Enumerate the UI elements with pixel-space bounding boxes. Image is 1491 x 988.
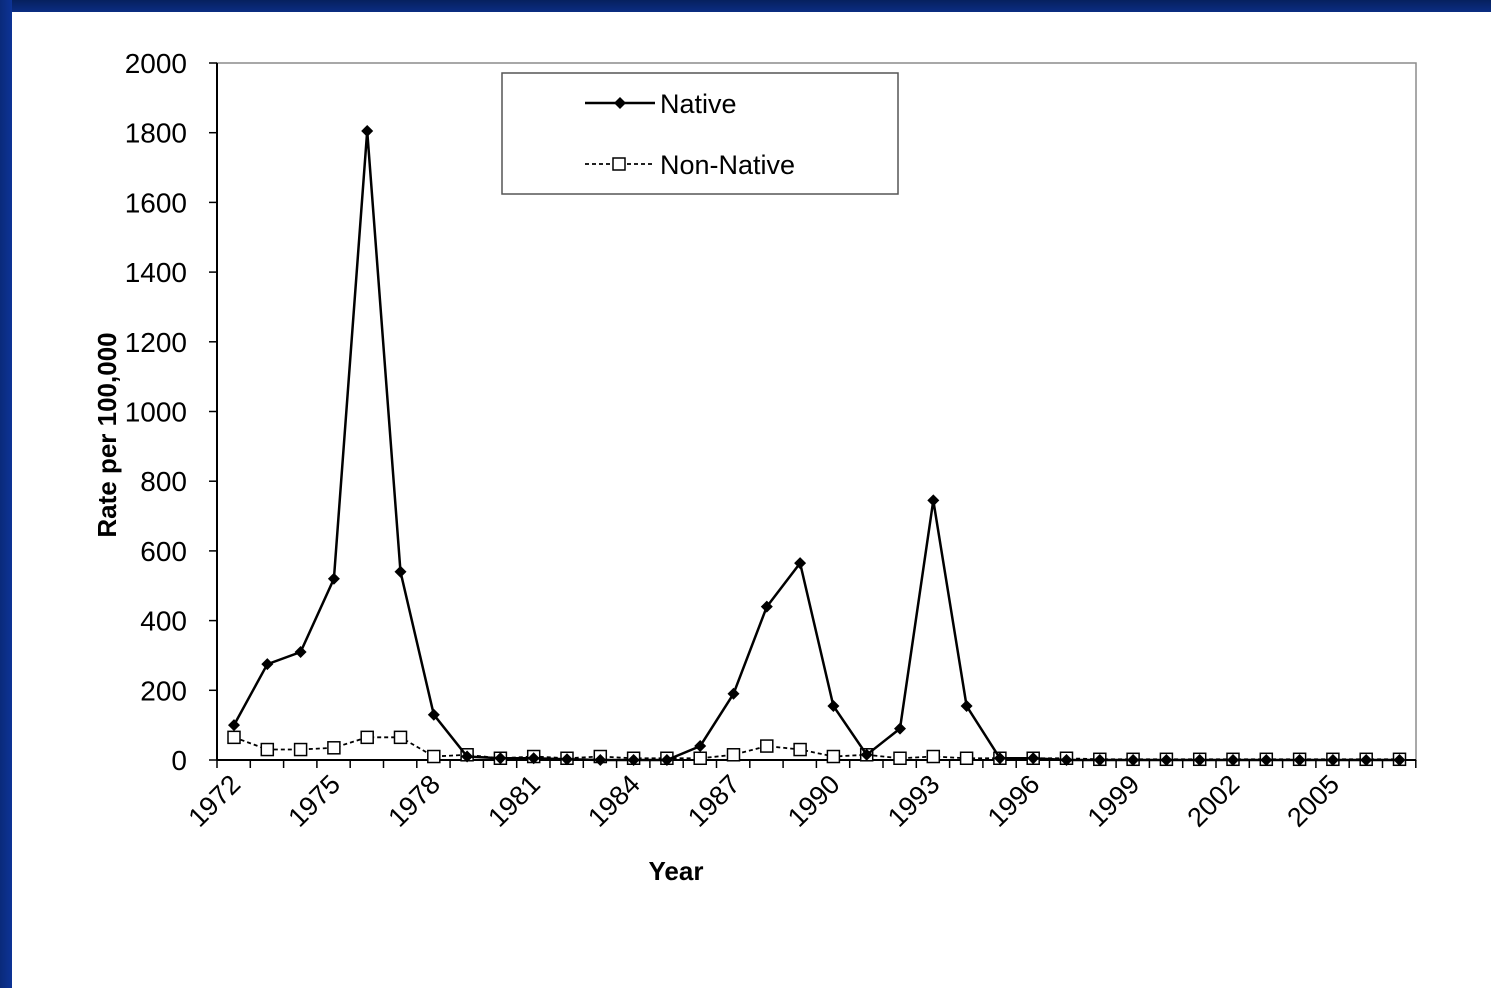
data-point-native <box>461 750 474 763</box>
y-tick-label: 1400 <box>125 257 187 288</box>
y-tick-label: 2000 <box>125 48 187 79</box>
legend-non-native-marker <box>612 157 626 171</box>
x-tick-label: 1987 <box>682 769 746 833</box>
y-axis-ticks: 0 200 400 600 800 1000 1200 1400 1600 1800 2000 <box>125 48 217 776</box>
data-point-native <box>1127 754 1140 766</box>
legend: Native Non-Native <box>501 72 899 195</box>
data-point-native <box>794 557 807 570</box>
y-tick-label: 1000 <box>125 397 187 428</box>
x-tick-label: 1975 <box>282 769 346 833</box>
data-point-native <box>1293 754 1306 766</box>
y-tick-label: 600 <box>140 536 187 567</box>
data-point-native <box>727 687 740 700</box>
y-tick-label: 800 <box>140 466 187 497</box>
data-point-native <box>1393 754 1406 766</box>
slide-top-border <box>0 0 1491 12</box>
x-axis-ticks: 1972 1975 1978 1981 1984 1987 1990 1993 1996 1999… <box>183 760 1417 833</box>
data-point-non-native <box>893 751 907 766</box>
data-point-native <box>1027 752 1040 765</box>
data-point-native <box>1227 754 1239 766</box>
y-tick-label: 1600 <box>125 187 187 218</box>
series-layer <box>227 124 1407 767</box>
legend-box <box>501 72 899 195</box>
data-point-non-native <box>959 751 974 766</box>
data-point-native <box>1060 754 1073 766</box>
x-tick-label: 1990 <box>782 769 846 833</box>
data-point-native <box>1360 754 1373 766</box>
data-point-non-native <box>926 749 941 764</box>
data-point-non-native <box>293 742 308 757</box>
data-point-native <box>361 124 374 137</box>
data-point-native <box>427 708 440 721</box>
data-point-native <box>327 572 340 585</box>
data-point-native <box>261 658 274 671</box>
y-tick-label: 200 <box>140 675 187 706</box>
data-point-non-native <box>793 742 807 757</box>
data-point-native <box>527 752 540 765</box>
y-tick-label: 0 <box>171 745 187 776</box>
data-point-non-native <box>826 749 841 764</box>
x-tick-label: 1978 <box>382 769 446 833</box>
data-point-non-native <box>393 730 408 745</box>
data-point-native <box>1093 754 1106 766</box>
data-point-native <box>694 740 707 753</box>
series-line-non-native <box>233 736 1400 761</box>
x-tick-label: 1993 <box>882 769 946 833</box>
data-point-native <box>494 752 507 765</box>
legend-native-marker <box>614 97 626 109</box>
data-point-native <box>860 748 873 761</box>
x-tick-label: 1999 <box>1082 769 1146 833</box>
data-point-non-native <box>227 730 241 745</box>
y-axis-title: Rate per 100,000 <box>92 332 122 537</box>
legend-native-label: Native <box>660 89 737 119</box>
data-point-native <box>1160 754 1173 766</box>
x-axis-title: Year <box>649 856 704 886</box>
data-point-native <box>561 753 573 766</box>
data-point-native <box>927 494 940 507</box>
data-point-native <box>894 722 906 735</box>
data-point-native <box>627 754 640 766</box>
data-point-non-native <box>726 748 741 762</box>
data-point-native <box>594 754 607 766</box>
x-tick-label: 2005 <box>1281 769 1345 833</box>
y-tick-label: 1200 <box>125 327 187 358</box>
data-point-native <box>394 565 407 578</box>
data-point-non-native <box>360 730 374 745</box>
data-point-native <box>993 752 1006 765</box>
series-line-native <box>232 130 1400 762</box>
data-point-native <box>294 645 307 658</box>
data-point-native <box>960 699 973 712</box>
slide-left-border <box>0 0 12 988</box>
legend-non-native-label: Non-Native <box>660 150 795 180</box>
data-point-native <box>1326 754 1339 766</box>
data-point-native <box>827 699 840 712</box>
x-tick-label: 1996 <box>982 769 1046 833</box>
x-tick-label: 1972 <box>183 769 247 833</box>
data-point-non-native <box>760 739 774 753</box>
x-tick-label: 1981 <box>482 769 546 833</box>
data-point-non-native <box>427 749 441 764</box>
data-point-native <box>660 754 673 766</box>
data-point-native <box>1193 754 1206 766</box>
x-tick-label: 2002 <box>1182 769 1246 833</box>
y-tick-label: 400 <box>140 606 187 637</box>
x-tick-label: 1984 <box>582 769 646 833</box>
y-tick-label: 1800 <box>125 118 187 149</box>
data-point-native <box>1260 754 1273 766</box>
data-point-native <box>760 600 773 613</box>
data-point-native <box>228 719 240 732</box>
data-point-non-native <box>327 741 341 755</box>
data-point-non-native <box>260 742 275 757</box>
data-point-non-native <box>693 751 707 766</box>
